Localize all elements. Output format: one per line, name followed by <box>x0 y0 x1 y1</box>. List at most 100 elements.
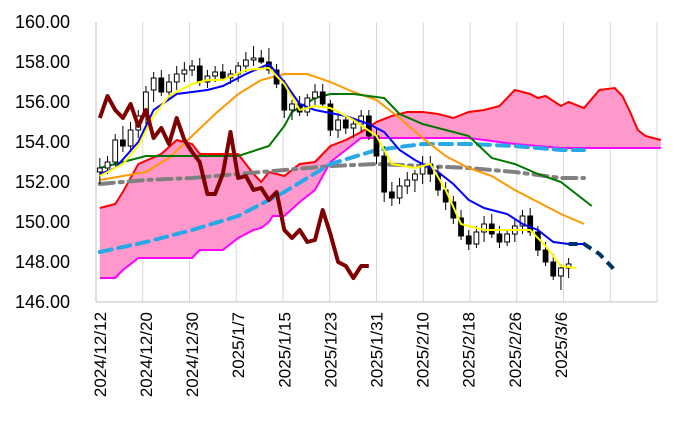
candle-body <box>496 233 503 243</box>
leading-span-a-line <box>99 86 662 209</box>
candle-body <box>473 231 480 245</box>
candle <box>150 72 157 102</box>
x-tick-label: 2024/12/12 <box>91 312 110 397</box>
y-tick-label: 152.00 <box>15 172 70 192</box>
candle-body <box>196 65 203 83</box>
candle <box>258 50 265 64</box>
candle-body <box>319 91 326 105</box>
candle-body <box>381 155 388 193</box>
x-tick-label: 2025/2/26 <box>506 312 525 388</box>
y-tick-label: 154.00 <box>15 132 70 152</box>
candle <box>488 214 495 238</box>
x-tick-label: 2025/1/15 <box>275 312 294 388</box>
candle-body <box>181 69 188 75</box>
candle <box>465 230 472 250</box>
candle <box>112 134 119 166</box>
candle <box>189 60 195 76</box>
candle <box>350 118 357 138</box>
base-line <box>99 62 584 245</box>
candle <box>120 126 126 152</box>
candle-body <box>342 119 349 129</box>
candle <box>96 158 103 184</box>
candle-body <box>150 77 157 91</box>
candle-body <box>404 179 411 187</box>
candle <box>388 182 395 206</box>
candle-body <box>550 261 557 277</box>
candle-body <box>96 167 103 173</box>
signal-lines <box>97 62 617 280</box>
candle <box>219 64 226 80</box>
candle-body <box>388 191 395 199</box>
axes <box>95 22 657 303</box>
y-tick-label: 148.00 <box>15 252 70 272</box>
candle-body <box>242 59 249 67</box>
candle-body <box>542 249 549 263</box>
candle-body <box>158 77 165 93</box>
x-tick-label: 2024/12/30 <box>183 312 202 397</box>
candle <box>250 46 257 66</box>
candle <box>289 100 295 120</box>
y-tick-label: 156.00 <box>15 92 70 112</box>
candle-body <box>396 185 403 199</box>
leading-span-b-line <box>99 137 661 279</box>
candle-body <box>104 161 111 169</box>
y-tick-label: 160.00 <box>15 12 70 32</box>
candle-body <box>412 173 418 181</box>
y-tick-label: 150.00 <box>15 212 70 232</box>
candle <box>550 254 557 280</box>
y-axis-tick-labels: 146.00 148.00 150.00 152.00 154.00 156.00 158.… <box>15 12 70 312</box>
y-tick-label: 158.00 <box>15 52 70 72</box>
x-tick-label: 2025/2/10 <box>414 312 433 388</box>
candle-body <box>120 139 126 147</box>
x-tick-label: 2025/1/31 <box>368 312 387 388</box>
forward-extension-dashed-line <box>568 242 617 272</box>
candle-body <box>327 103 334 131</box>
candle-body <box>166 81 172 93</box>
candle <box>158 70 165 96</box>
x-tick-label: 2025/3/6 <box>552 312 571 378</box>
x-tick-label: 2025/1/7 <box>229 312 248 378</box>
candle <box>181 62 188 82</box>
candle-body <box>527 215 534 233</box>
candle <box>419 156 426 184</box>
candle <box>335 114 341 138</box>
candle <box>558 264 564 290</box>
candle-body <box>173 73 180 83</box>
x-axis-tick-labels: 2024/12/12 2024/12/20 2024/12/30 2025/1/7 20… <box>91 312 571 397</box>
candle-body <box>312 91 318 99</box>
candle <box>504 230 511 246</box>
forward-baseline-dashed-line <box>97 142 586 254</box>
candle-body <box>219 71 226 79</box>
candle-body <box>189 65 195 71</box>
candle-body <box>212 71 218 77</box>
candle <box>342 116 349 134</box>
candle-body <box>112 139 119 163</box>
candle <box>327 100 334 136</box>
x-tick-label: 2025/1/23 <box>321 312 340 388</box>
candle <box>319 84 326 108</box>
candle-body <box>127 129 134 147</box>
candle-body <box>350 123 357 129</box>
candle-body <box>289 103 295 111</box>
candle-body <box>250 57 257 61</box>
candle-body <box>519 215 526 227</box>
short-moving-average-line <box>99 73 585 225</box>
mid-moving-average-line <box>99 93 593 207</box>
ichimoku-cloud <box>99 86 662 279</box>
candle <box>396 178 403 204</box>
candle-body <box>558 267 564 277</box>
candle <box>473 226 480 248</box>
candle-body <box>258 57 265 63</box>
candle-body <box>465 235 472 245</box>
long-moving-average-line <box>97 161 586 186</box>
x-tick-label: 2024/12/20 <box>137 312 156 397</box>
candle-body <box>504 233 511 243</box>
indicator-lines <box>97 73 593 254</box>
candle-body <box>335 119 341 131</box>
candle <box>404 172 411 194</box>
candlestick-series <box>96 46 572 290</box>
candle <box>412 170 418 192</box>
cloud-fill <box>99 88 661 278</box>
candle <box>304 94 311 116</box>
